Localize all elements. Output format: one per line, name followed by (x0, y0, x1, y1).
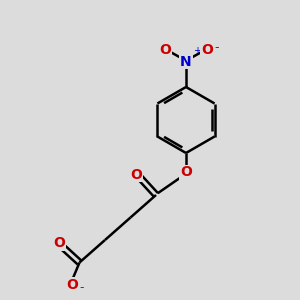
Text: O: O (53, 236, 65, 250)
Text: O: O (201, 43, 213, 56)
Text: N: N (180, 55, 192, 68)
Text: O: O (159, 43, 171, 56)
Text: O: O (66, 278, 78, 292)
Text: O: O (130, 168, 142, 182)
Text: -: - (80, 281, 84, 294)
Text: O: O (180, 166, 192, 179)
Text: -: - (214, 40, 219, 54)
Text: +: + (193, 46, 201, 56)
